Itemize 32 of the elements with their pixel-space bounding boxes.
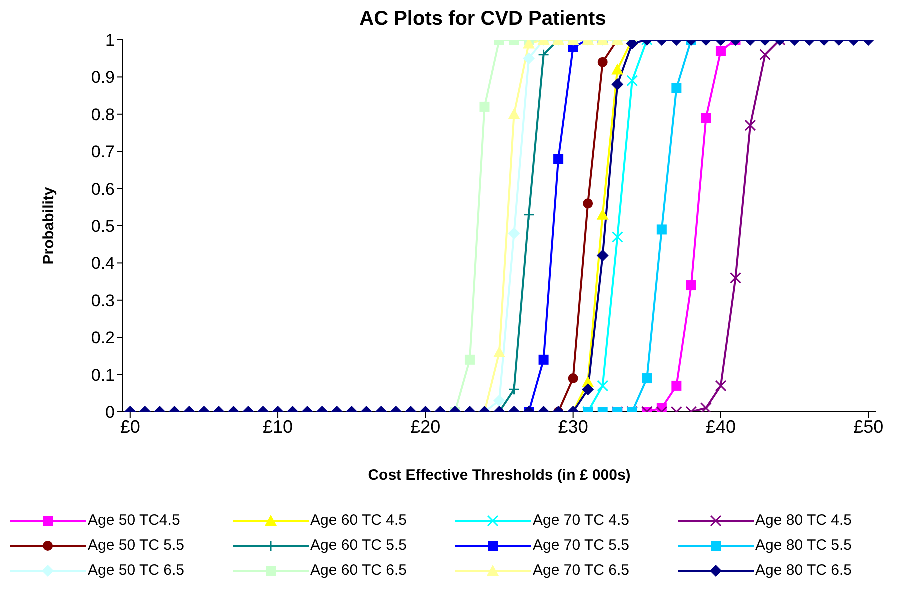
y-tick-label: 0.3 xyxy=(91,291,115,310)
legend-label: Age 50 TC 5.5 xyxy=(88,537,184,554)
x-tick-label: £10 xyxy=(263,416,294,437)
x-tick-label: £0 xyxy=(120,416,140,437)
y-tick-label: 0.2 xyxy=(91,328,115,348)
y-axis-title: Probability xyxy=(40,186,58,265)
x-axis-title: Cost Effective Thresholds (in £ 000s) xyxy=(368,467,631,484)
legend-label: Age 80 TC 4.5 xyxy=(756,512,852,529)
y-tick-label: 0.6 xyxy=(91,180,115,199)
legend-label: Age 50 TC4.5 xyxy=(88,512,180,529)
x-tick-label: £30 xyxy=(558,416,588,437)
y-tick-label: 0.9 xyxy=(91,68,115,88)
y-tick-label: 0.8 xyxy=(91,105,115,124)
legend-label: Age 80 TC 6.5 xyxy=(756,562,852,579)
legend-label: Age 60 TC 5.5 xyxy=(310,537,407,554)
chart-title: AC Plots for CVD Patients xyxy=(358,8,608,32)
y-tick-label: 1 xyxy=(106,31,115,50)
legend-label: Age 80 TC 5.5 xyxy=(756,537,852,554)
legend-label: Age 60 TC 6.5 xyxy=(310,562,407,579)
y-tick-label: 0.7 xyxy=(91,142,115,162)
legend-label: Age 50 TC 6.5 xyxy=(88,562,184,579)
y-tick-label: 0.4 xyxy=(91,254,115,274)
legend-label: Age 70 TC 4.5 xyxy=(533,512,630,529)
y-tick-label: 0.5 xyxy=(91,217,115,236)
x-tick-label: £50 xyxy=(854,416,884,437)
x-tick-label: £20 xyxy=(410,416,441,437)
y-tick-label: 0 xyxy=(106,403,115,422)
legend-label: Age 70 TC 6.5 xyxy=(533,562,630,579)
legend-label: Age 70 TC 5.5 xyxy=(533,537,630,554)
y-tick-label: 0.1 xyxy=(91,366,115,385)
legend-label: Age 60 TC 4.5 xyxy=(310,512,407,529)
x-tick-label: £40 xyxy=(706,416,736,437)
